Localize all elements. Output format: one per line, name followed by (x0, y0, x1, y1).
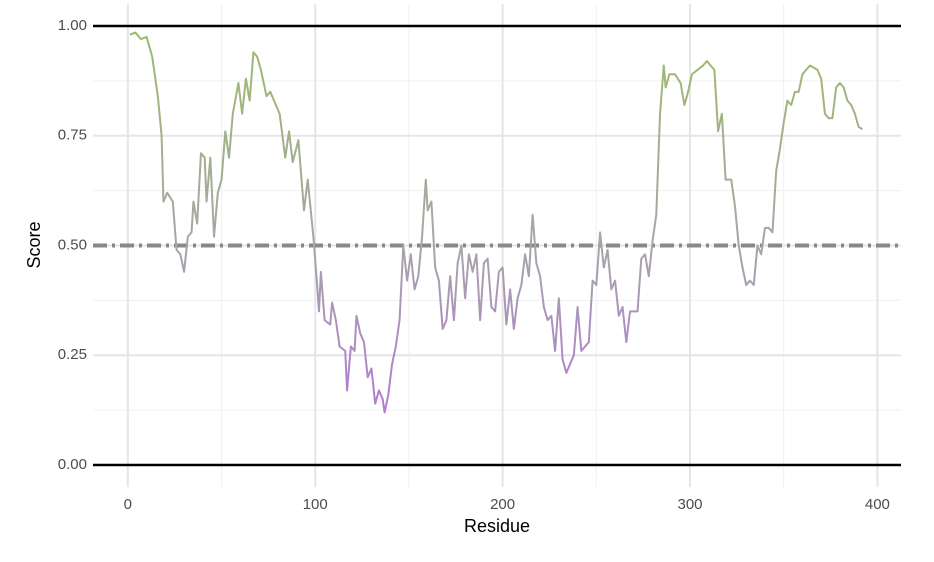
x-tick-label: 400 (865, 496, 890, 513)
y-tick-label: 0.00 (58, 456, 87, 473)
y-axis-title: Score (24, 221, 44, 268)
y-tick-label: 0.75 (58, 127, 87, 144)
x-tick-label: 100 (303, 496, 328, 513)
y-tick-label: 1.00 (58, 17, 87, 34)
x-tick-label: 300 (677, 496, 702, 513)
y-tick-label: 0.25 (58, 346, 87, 363)
x-axis-title: Residue (464, 516, 530, 536)
x-tick-label: 0 (124, 496, 132, 513)
x-tick-label: 200 (490, 496, 515, 513)
y-tick-label: 0.50 (58, 236, 87, 253)
score-line (129, 31, 863, 414)
